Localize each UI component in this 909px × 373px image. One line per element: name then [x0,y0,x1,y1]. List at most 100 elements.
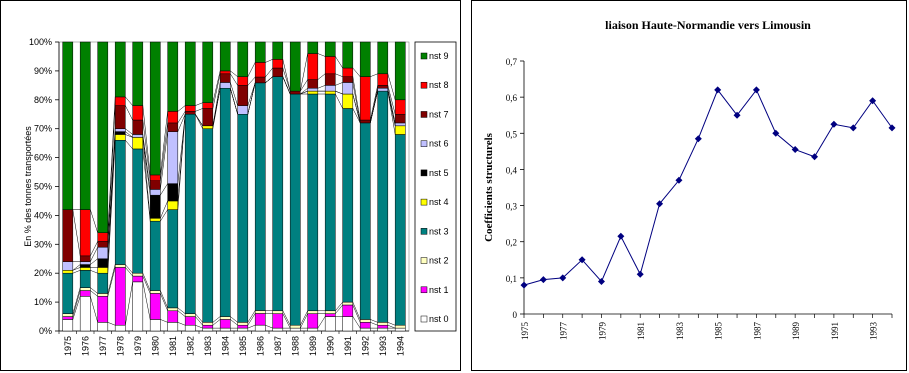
bar-segment [377,85,389,89]
y-tick-label: 90% [34,66,52,76]
legend-swatch [420,140,428,147]
series-connector-line [72,67,396,256]
x-tick-label: 1986 [255,336,265,356]
bar-segment [149,194,161,219]
bar-segment [97,246,109,260]
bar-segment [307,90,319,95]
x-tick-label: 1987 [752,322,762,341]
series-connector-line [72,53,396,233]
data-point-marker [849,124,857,132]
bar-segment [184,114,196,314]
bar-segment [114,264,126,268]
bar-segment [237,41,249,77]
legend-swatch [420,315,428,323]
legend-label: nst 0 [429,314,449,324]
bar-segment [62,209,74,262]
y-tick-label: 0,6 [506,93,518,103]
bar-segment [394,324,406,329]
data-point-marker [714,86,722,94]
data-point-marker [617,232,625,240]
bar-segment [377,327,389,332]
bar-segment [359,119,371,124]
bar-segment [254,62,266,78]
bar-segment [62,272,74,314]
stacked-bar-chart: 0% 10% 20% 30% 40% 50% 60% 70% 80% 90% 100% En % de… [23,37,457,356]
x-tick-label: 1977 [98,336,108,356]
bar-segment [219,70,231,75]
y-tick-label: 80% [34,95,52,105]
bar-segment [324,56,336,75]
bar-segment [149,174,161,181]
bar-segment [114,105,126,129]
legend-label: nst 2 [429,256,449,266]
bar-segment [97,293,109,297]
bar-segment [272,59,284,69]
x-tick-label: 1979 [597,322,607,341]
y-tick-label: 30% [34,239,52,249]
x-tick-label: 1978 [115,336,125,356]
data-point-marker [520,281,528,289]
bar-segment [132,134,144,138]
bar-segment [272,76,284,312]
bar-segment [132,137,144,150]
data-point-marker [791,146,799,154]
y-tick-label: 70% [34,124,52,134]
bar-segment [219,316,231,320]
bar-segment [167,122,179,132]
bar-segment [184,316,196,326]
series-connector-line [72,267,396,329]
bar-segment [219,319,231,329]
bar-segment [62,41,74,210]
bar-segment [167,41,179,112]
y-tick-label: 0 [513,310,518,320]
line-chart: liaison Haute-Normandie vers Limousin 0 0,… [483,18,896,341]
bar-segment [307,327,319,332]
y-tick-label: 20% [34,268,52,278]
y-axis-label: En % des tonnes transportées [23,126,33,247]
series-nst-9 [62,41,406,233]
bar-segment [324,90,336,95]
bar-segment [114,128,126,132]
bar-segment [307,313,319,329]
bar-segment [377,87,389,92]
legend-box [414,41,457,332]
bar-segment [359,122,371,320]
bar-segment [114,267,126,326]
bar-segment [132,281,144,332]
bar-segment [359,76,371,121]
bar-segment [79,296,91,332]
bar-segment [307,41,319,54]
bar-segment [272,310,284,314]
data-point-marker [752,86,760,94]
bar-segment [324,310,336,314]
x-tick-label: 1992 [360,336,370,356]
series-line [523,88,893,286]
bar-segment [359,327,371,332]
bar-segment [342,41,354,69]
bar-segment [324,73,336,86]
bar-segment [62,261,74,271]
bar-segment [324,93,336,312]
x-tick-label: 1990 [325,336,335,356]
bar-segment [394,122,406,127]
x-tick-label: 1991 [830,322,840,340]
x-tick-label: 1981 [636,322,646,340]
bar-segment [289,90,301,95]
bar-segment [79,209,91,257]
bar-segment [324,313,336,317]
bar-segment [219,73,231,83]
data-point-marker [830,120,838,128]
legend-swatch [420,169,428,177]
bar-segment [184,41,196,106]
y-tick-label: 0,4 [506,165,518,175]
bar-segment [79,264,91,268]
bar-segment [272,313,284,329]
bar-segment [79,267,91,271]
series-connector-line [72,281,396,329]
bar-segment [62,316,74,320]
y-tick-label: 0,7 [506,57,518,67]
data-point-marker [559,274,567,282]
bar-segment [114,134,126,141]
bar-segment [342,304,354,317]
legend-swatch [420,257,428,264]
